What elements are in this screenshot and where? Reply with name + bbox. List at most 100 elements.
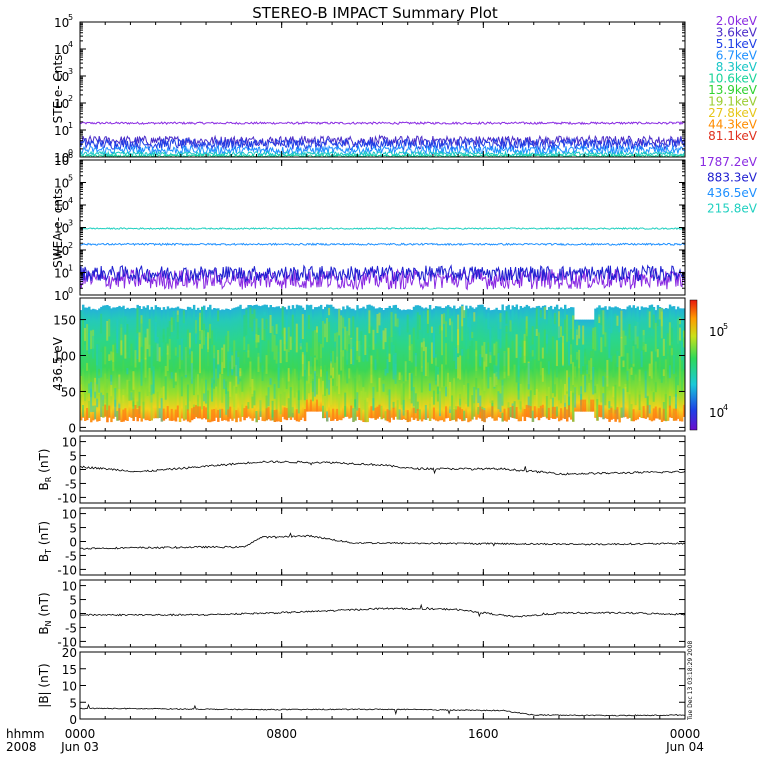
heatmap-cell: [346, 330, 349, 361]
x-date-start: Jun 03: [60, 740, 99, 754]
heatmap-cell: [360, 391, 363, 411]
heatmap-cell: [235, 350, 238, 377]
heatmap-cell: [192, 373, 196, 396]
y-tick-label: 10: [54, 70, 69, 84]
heatmap-cell: [535, 328, 539, 336]
heatmap-cell: [539, 310, 543, 318]
heatmap-cell: [499, 322, 502, 349]
heatmap-cell: [174, 347, 178, 356]
heatmap-cell: [348, 368, 351, 379]
heatmap-cell: [549, 380, 553, 399]
heatmap-cell: [324, 323, 327, 338]
heatmap-cell: [443, 313, 446, 324]
heatmap-cell: [515, 407, 519, 419]
heatmap-cell: [311, 378, 315, 402]
heatmap-cell: [360, 410, 363, 421]
heatmap-cell: [547, 387, 551, 413]
heatmap-cell: [485, 344, 488, 360]
heatmap-cell: [426, 310, 430, 324]
heatmap-cell: [566, 314, 569, 342]
x-tick-0000-end: 0000: [670, 727, 701, 741]
y-tick-exponent: 0: [68, 148, 73, 157]
heatmap-cell: [436, 380, 440, 402]
heatmap-cell: [148, 318, 151, 345]
heatmap-cell: [247, 402, 250, 409]
heatmap-cell: [382, 330, 385, 350]
heatmap-cell: [257, 352, 260, 372]
heatmap-column: [384, 308, 387, 421]
heatmap-column: [566, 308, 569, 422]
heatmap-cell: [457, 314, 460, 346]
heatmap-cell: [152, 408, 156, 419]
heatmap-column: [362, 306, 365, 422]
heatmap-cell: [182, 315, 186, 332]
heatmap-cell: [596, 399, 599, 421]
heatmap-column: [186, 306, 190, 422]
heatmap-cell: [130, 392, 133, 401]
heatmap-cell: [378, 404, 381, 417]
heatmap-column: [263, 304, 266, 422]
heatmap-cell: [660, 367, 664, 383]
heatmap-cell: [265, 319, 268, 329]
heatmap-cell: [225, 387, 228, 415]
heatmap-cell: [525, 328, 529, 357]
heatmap-cell: [203, 323, 206, 331]
y-tick-label: 0: [69, 536, 77, 550]
heatmap-cell: [243, 408, 246, 421]
heatmap-cell: [211, 383, 214, 402]
heatmap-cell: [497, 314, 500, 340]
heatmap-cell: [196, 394, 200, 417]
heatmap-cell: [370, 326, 373, 355]
heatmap-cell: [225, 335, 228, 361]
heatmap-cell: [263, 312, 266, 329]
heatmap-cell: [305, 383, 309, 400]
heatmap-cell: [80, 384, 83, 395]
heatmap-cell: [566, 370, 569, 392]
heatmap-cell: [229, 346, 232, 360]
heatmap-cell: [245, 405, 248, 418]
heatmap-cell: [257, 335, 260, 343]
heatmap-cell: [348, 335, 351, 353]
heatmap-cell: [317, 378, 321, 406]
heatmap-cell: [529, 406, 533, 419]
heatmap-cell: [180, 356, 184, 365]
heatmap-cell: [505, 333, 508, 352]
heatmap-cell: [160, 387, 164, 396]
heatmap-cell: [88, 400, 91, 418]
heatmap-cell: [346, 351, 349, 365]
heatmap-cell: [616, 407, 619, 420]
heatmap-column: [322, 309, 325, 419]
b-ylabel-unit: (nT): [37, 521, 51, 549]
heatmap-cell: [440, 364, 444, 388]
heatmap-cell: [297, 390, 301, 414]
heatmap-cell: [362, 387, 365, 410]
heatmap-cell: [404, 411, 408, 419]
legend-entry: 44.3keV: [708, 118, 758, 132]
heatmap-cell: [354, 399, 357, 421]
heatmap-cell: [326, 411, 329, 422]
heatmap-cell: [205, 379, 208, 404]
heatmap-cell: [461, 409, 464, 422]
heatmap-cell: [104, 373, 107, 403]
legend-entry: 10.6keV: [708, 72, 758, 86]
heatmap-cell: [424, 346, 428, 377]
y-tick-label: 10: [62, 436, 77, 450]
y-tick-label: 0: [69, 713, 77, 727]
heatmap-cell: [656, 349, 660, 358]
heatmap-cell: [511, 310, 514, 324]
heatmap-cell: [610, 407, 613, 420]
heatmap-cell: [559, 379, 563, 404]
heatmap-cell: [559, 408, 563, 421]
y-tick-label: 0: [69, 464, 77, 478]
heatmap-column: [489, 310, 492, 417]
heatmap-column: [668, 304, 672, 418]
heatmap-cell: [190, 408, 194, 421]
y-tick-label: 10: [54, 199, 69, 213]
heatmap-cell: [277, 367, 281, 388]
heatmap-cell: [547, 407, 551, 420]
heatmap-cell: [493, 343, 496, 356]
heatmap-cell: [243, 351, 246, 364]
heatmap-cell: [416, 408, 420, 421]
heatmap-cell: [406, 357, 410, 380]
